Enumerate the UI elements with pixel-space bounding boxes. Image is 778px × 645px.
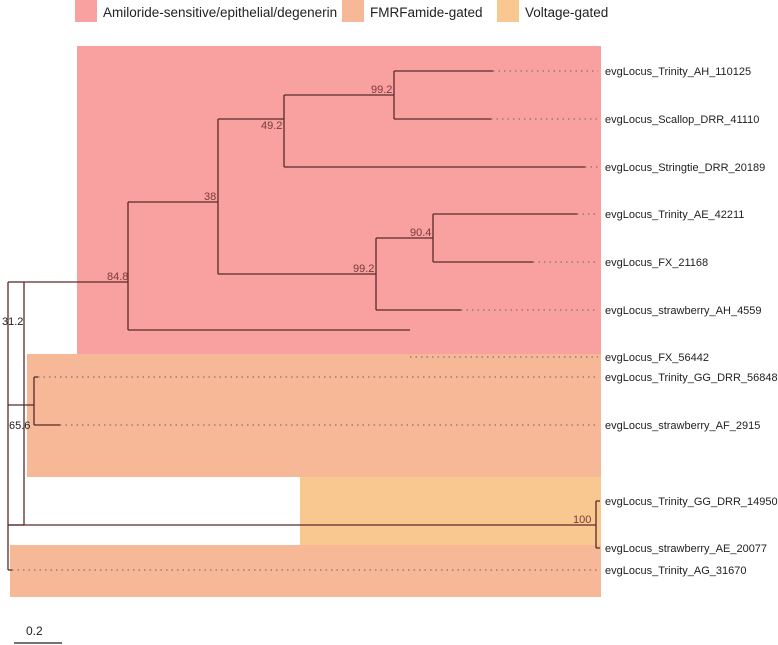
- leaf-label: evgLocus_Trinity_GG_DRR_56848: [605, 372, 778, 384]
- clade-box-voltage: [300, 477, 601, 545]
- leaf-label: evgLocus_Scallop_DRR_41110: [605, 114, 759, 126]
- legend-swatch-fmrfamide: [342, 0, 364, 22]
- clade-box-fmrfamide-outgroup: [10, 545, 601, 597]
- leaf-label: evgLocus_Trinity_GG_DRR_14950: [605, 496, 778, 508]
- leaf-label: evgLocus_FX_56442: [605, 352, 709, 364]
- leaf-label: evgLocus_FX_21168: [605, 257, 708, 269]
- support-value: 49.2: [261, 120, 282, 132]
- leader-lines: [12, 70, 598, 571]
- clade-box-fmrfamide: [27, 354, 601, 477]
- clade-box-amiloride: [77, 46, 601, 354]
- leaf-labels: evgLocus_Trinity_AH_110125 evgLocus_Scal…: [605, 66, 778, 577]
- support-value: 99.2: [371, 84, 392, 96]
- legend-swatch-amiloride: [75, 0, 97, 22]
- branches-voltage-leaves: [596, 500, 600, 549]
- support-values: 99.2 49.2 38 90.4 99.2 84.8 65.6 100 31.…: [2, 84, 591, 526]
- support-value: 90.4: [410, 227, 431, 239]
- support-value: 38: [204, 191, 216, 203]
- leaf-label: evgLocus_strawberry_AH_4559: [605, 305, 762, 317]
- legend-swatch-voltage: [497, 0, 519, 22]
- leaf-label: evgLocus_strawberry_AF_2915: [605, 420, 760, 432]
- support-value: 99.2: [353, 263, 374, 275]
- support-value: 84.8: [107, 271, 128, 283]
- leaf-label: evgLocus_Trinity_AG_31670: [605, 565, 746, 577]
- support-value: 65.6: [9, 420, 30, 432]
- leaf-label: evgLocus_Trinity_AE_42211: [605, 209, 744, 221]
- tree-branches: [7, 70, 600, 571]
- leaf-label: evgLocus_strawberry_AE_20077: [605, 543, 767, 555]
- leaf-label: evgLocus_Trinity_AH_110125: [605, 66, 751, 78]
- legend-label-voltage: Voltage-gated: [525, 5, 608, 20]
- leaf-label: evgLocus_Stringtie_DRR_20189: [605, 162, 765, 174]
- scale-bar-label: 0.2: [26, 624, 43, 638]
- legend: Amiloride-sensitive/epithelial/degenerin…: [75, 0, 608, 22]
- legend-label-fmrfamide: FMRFamide-gated: [370, 5, 483, 20]
- legend-label-amiloride: Amiloride-sensitive/epithelial/degenerin: [103, 5, 337, 20]
- support-value: 100: [573, 514, 591, 526]
- support-value: 31.2: [2, 316, 23, 328]
- scale-bar: 0.2: [14, 624, 62, 644]
